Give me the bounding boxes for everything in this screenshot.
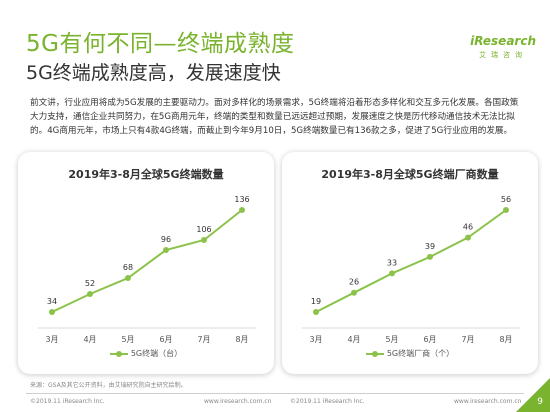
- x-tick-label: 8月: [499, 335, 512, 344]
- data-label: 34: [47, 297, 57, 306]
- legend-line-marker: [365, 349, 384, 359]
- footer-url: www.iresearch.com.cn: [204, 398, 272, 405]
- data-label: 46: [463, 223, 473, 232]
- x-tick-label: 6月: [423, 335, 436, 344]
- footer-divider: [26, 393, 524, 394]
- data-point: [351, 289, 357, 296]
- legend-label: 5G终端厂商（个）: [386, 349, 455, 358]
- data-label: 56: [501, 195, 511, 204]
- x-tick-label: 4月: [347, 335, 360, 344]
- x-tick-label: 5月: [385, 335, 398, 344]
- intro-paragraph: 前文讲，行业应用将成为5G发展的主要驱动力。面对多样化的场景需求，5G终端将沿着…: [30, 98, 519, 136]
- data-point: [163, 247, 169, 253]
- x-tick-label: 7月: [461, 335, 474, 344]
- x-tick-label: 7月: [197, 335, 210, 344]
- page-number: 9: [537, 397, 543, 407]
- chart-title: 2019年3-8月全球5G终端数量: [68, 168, 224, 181]
- data-label: 19: [311, 297, 321, 306]
- data-point: [389, 270, 395, 277]
- data-label: 136: [234, 195, 249, 204]
- data-point: [125, 275, 131, 281]
- page-corner-shape: [516, 378, 550, 412]
- footer-copyright: ©2019.11 iResearch Inc.: [30, 398, 105, 405]
- x-tick-label: 3月: [45, 335, 58, 344]
- data-label: 39: [425, 242, 435, 251]
- x-tick-label: 5月: [121, 335, 134, 344]
- chart-legend: 5G终端厂商（个）: [282, 348, 538, 359]
- footer-copyright: ©2019.11 iResearch Inc.: [290, 398, 365, 405]
- page-subtitle: 5G终端成熟度高，发展速度快: [26, 62, 281, 84]
- data-label: 52: [85, 279, 95, 288]
- data-point: [49, 309, 55, 315]
- data-point: [87, 291, 93, 297]
- data-label: 26: [349, 278, 359, 287]
- chart-title: 2019年3-8月全球5G终端厂商数量: [321, 168, 499, 181]
- data-label: 68: [123, 263, 133, 272]
- chart-legend: 5G终端（台）: [18, 348, 274, 359]
- x-tick-label: 8月: [235, 335, 248, 344]
- chart-vendor-count: 19 26 33 39 46 56 3月 4月 5月 6月 7月 8月: [302, 195, 520, 344]
- data-label: 106: [196, 225, 211, 234]
- chart-panel-terminals: 2019年3-8月全球5G终端数量 34 52 68 96 106 136 3月 4月 5月 6月…: [18, 152, 274, 374]
- data-point: [427, 253, 433, 260]
- series-line: [51, 209, 243, 313]
- data-point: [503, 207, 509, 213]
- data-point: [313, 309, 319, 315]
- x-tick-label: 4月: [83, 335, 96, 344]
- x-tick-label: 6月: [159, 335, 172, 344]
- series-line: [315, 209, 507, 313]
- footer-url: www.iresearch.com.cn: [454, 398, 522, 405]
- logo-sub-text: 艾瑞咨询: [479, 51, 528, 59]
- iresearch-logo: iResearch 艾瑞咨询: [470, 34, 536, 60]
- data-label: 96: [161, 235, 171, 244]
- x-tick-label: 3月: [309, 335, 322, 344]
- data-point: [201, 237, 207, 243]
- page-title: 5G有何不同—终端成熟度: [26, 31, 295, 57]
- chart-panel-vendors: 2019年3-8月全球5G终端厂商数量 19 26 33 39 46 56 3月 4月 5月 6月…: [282, 152, 538, 374]
- data-label: 33: [387, 258, 397, 267]
- chart-terminal-count: 34 52 68 96 106 136 3月 4月 5月 6月 7月 8月: [38, 195, 256, 344]
- logo-main-text: iResearch: [470, 34, 536, 48]
- data-point: [239, 207, 245, 213]
- source-note: 来源：GSA及其它公开资料，由艾瑞研究院自主研究绘制。: [30, 382, 187, 389]
- data-point: [465, 234, 471, 241]
- legend-line-marker: [109, 349, 128, 359]
- legend-label: 5G终端（台）: [130, 349, 183, 358]
